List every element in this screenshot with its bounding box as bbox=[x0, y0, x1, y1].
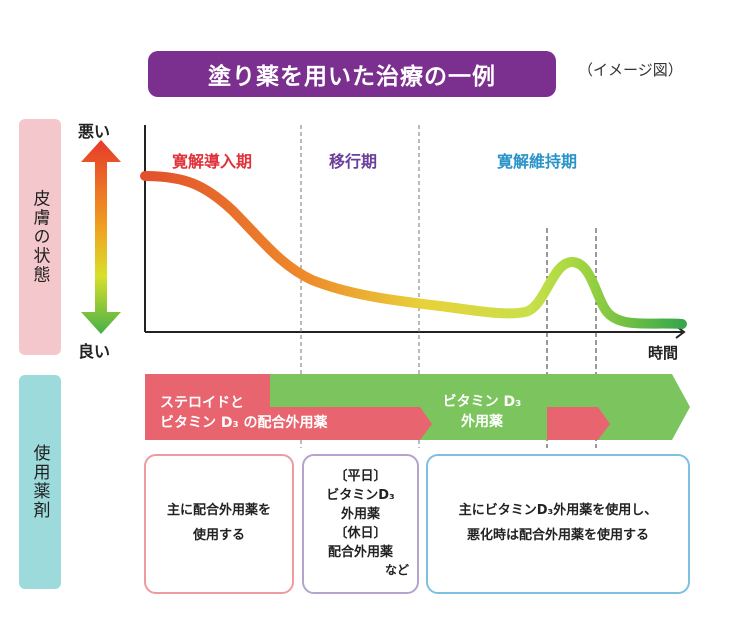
box-text-line: 主にビタミンD₃外用薬を使用し、 bbox=[458, 503, 658, 519]
side-label-drug: 使用薬剤 bbox=[29, 444, 50, 520]
box-text-line: 配合外用薬 bbox=[327, 544, 393, 560]
band-combination-label: ステロイドと ビタミン D₃ の配合外用薬 bbox=[160, 393, 328, 434]
phase-label-maintenance: 寛解維持期 bbox=[497, 152, 578, 171]
title-banner: 塗り薬を用いた治療の一例 bbox=[148, 51, 556, 97]
severity-arrow bbox=[81, 140, 121, 334]
description-box-maintenance: 主にビタミンD₃外用薬を使用し、 悪化時は配合外用薬を使用する bbox=[426, 454, 690, 594]
box-text-line: 〔休日〕 bbox=[334, 525, 387, 541]
phase-label-induction: 寛解導入期 bbox=[172, 152, 253, 171]
skin-condition-curve bbox=[140, 171, 687, 329]
side-label-drug-panel: 使用薬剤 bbox=[19, 375, 61, 589]
image-note: （イメージ図） bbox=[578, 61, 683, 79]
side-label-skin: 皮膚の状態 bbox=[29, 189, 50, 285]
band-vitamin-label-line1: ビタミン D₃ bbox=[442, 394, 522, 410]
box-text-line: 外用薬 bbox=[340, 506, 380, 522]
box-text-line: 〔平日〕 bbox=[334, 469, 387, 485]
band-combination-label-line2: ビタミン D₃ の配合外用薬 bbox=[160, 415, 328, 432]
band-combination-drug bbox=[145, 374, 432, 440]
box-note: など bbox=[384, 563, 409, 578]
phase-label-transition: 移行期 bbox=[329, 152, 378, 171]
band-vitamin-label: ビタミン D₃ 外用薬 bbox=[437, 392, 527, 433]
axis-label-good: 良い bbox=[78, 342, 111, 361]
axis-label-bad: 悪い bbox=[78, 122, 111, 141]
page-title: 塗り薬を用いた治療の一例 bbox=[208, 64, 496, 90]
axis-label-time: 時間 bbox=[648, 344, 679, 362]
box-text-line: 使用する bbox=[192, 528, 245, 543]
side-label-skin-panel: 皮膚の状態 bbox=[19, 119, 61, 355]
box-text-line: 主に配合外用薬を bbox=[166, 503, 271, 519]
band-combination-drug-flare bbox=[547, 407, 610, 440]
band-combination-label-line1: ステロイドと bbox=[160, 395, 244, 411]
box-text-line: 悪化時は配合外用薬を使用する bbox=[466, 528, 649, 543]
description-box-transition: 〔平日〕 ビタミンD₃ 外用薬 〔休日〕 配合外用薬 など bbox=[302, 454, 419, 594]
description-box-induction: 主に配合外用薬を 使用する bbox=[144, 454, 294, 594]
box-text-line: ビタミンD₃ bbox=[326, 488, 395, 504]
band-vitamin-label-line2: 外用薬 bbox=[461, 414, 503, 431]
